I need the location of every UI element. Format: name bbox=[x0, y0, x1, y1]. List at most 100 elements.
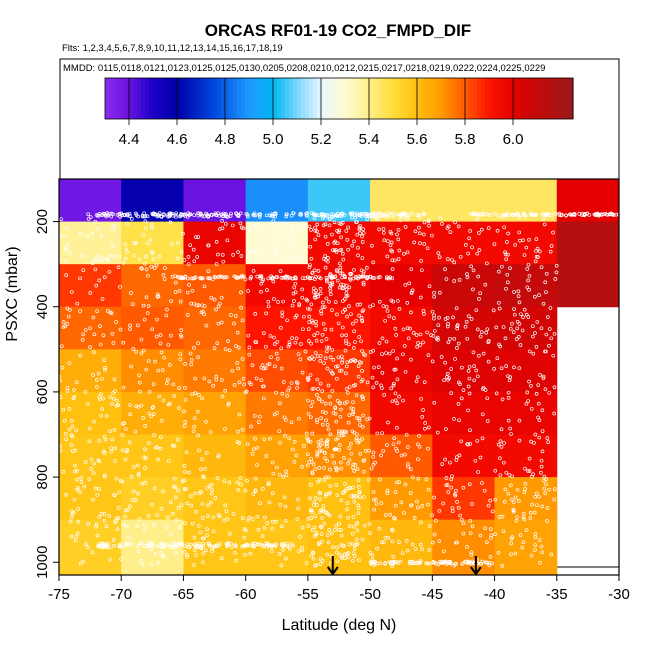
heatmap-cell bbox=[183, 477, 247, 521]
sample-point bbox=[315, 331, 320, 335]
sample-point bbox=[261, 277, 266, 282]
sample-point bbox=[185, 313, 190, 317]
sample-point bbox=[503, 252, 508, 257]
sample-point bbox=[477, 297, 481, 301]
sample-point bbox=[404, 213, 409, 218]
sample-point bbox=[335, 398, 340, 403]
sample-point bbox=[115, 527, 120, 532]
sample-point bbox=[114, 320, 118, 324]
sample-point bbox=[112, 493, 117, 497]
colorbar-segment bbox=[505, 78, 510, 119]
sample-point bbox=[101, 449, 106, 454]
sample-point bbox=[90, 550, 95, 555]
sample-point bbox=[281, 380, 286, 384]
sample-point bbox=[351, 276, 356, 281]
sample-point bbox=[321, 223, 326, 228]
sample-point bbox=[454, 488, 458, 493]
colorbar-segment bbox=[169, 78, 174, 119]
sample-point bbox=[264, 213, 269, 218]
sample-point bbox=[171, 511, 175, 516]
sample-point bbox=[218, 274, 223, 279]
heatmap-cells bbox=[59, 179, 620, 576]
sample-point bbox=[340, 360, 344, 365]
sample-point bbox=[92, 332, 97, 337]
heatmap-cell bbox=[556, 264, 620, 308]
sample-point bbox=[311, 286, 316, 291]
sample-point bbox=[552, 411, 557, 416]
sample-point bbox=[356, 364, 361, 368]
sample-point bbox=[346, 555, 351, 560]
sample-point bbox=[64, 226, 69, 231]
sample-point bbox=[448, 460, 452, 465]
sample-point bbox=[137, 380, 142, 385]
sample-point bbox=[415, 442, 420, 447]
sample-point bbox=[291, 447, 295, 452]
sample-point bbox=[337, 261, 342, 266]
sample-point bbox=[125, 448, 130, 452]
sample-point bbox=[277, 472, 282, 477]
sample-point bbox=[245, 214, 250, 219]
sample-point bbox=[212, 544, 216, 549]
sample-point bbox=[136, 405, 141, 409]
sample-point bbox=[479, 227, 484, 232]
sample-point bbox=[339, 533, 344, 538]
sample-point bbox=[346, 420, 351, 425]
sample-point bbox=[193, 376, 198, 381]
sample-point bbox=[408, 467, 413, 472]
sample-point bbox=[544, 482, 548, 487]
sample-point bbox=[518, 343, 523, 347]
sample-point bbox=[195, 255, 199, 259]
colorbar-tick-label: 4.6 bbox=[167, 131, 188, 148]
sample-point bbox=[278, 401, 282, 406]
sample-point bbox=[174, 214, 178, 219]
sample-point bbox=[265, 541, 270, 546]
sample-point bbox=[379, 453, 383, 458]
sample-point bbox=[359, 379, 364, 384]
colorbar-segment bbox=[129, 78, 134, 119]
sample-point bbox=[485, 561, 489, 565]
sample-point bbox=[158, 333, 163, 337]
sample-point bbox=[421, 408, 425, 412]
sample-point bbox=[293, 281, 298, 286]
sample-point bbox=[204, 323, 209, 328]
sample-point bbox=[192, 213, 197, 217]
sample-point bbox=[427, 561, 432, 566]
sample-point bbox=[211, 515, 216, 520]
sample-point bbox=[149, 542, 154, 547]
sample-point bbox=[456, 505, 461, 510]
sample-point bbox=[422, 242, 427, 246]
sample-point bbox=[352, 383, 356, 388]
sample-point bbox=[141, 348, 146, 353]
sample-point bbox=[81, 332, 86, 337]
sample-point bbox=[254, 376, 259, 381]
sample-point bbox=[152, 266, 157, 270]
sample-point bbox=[488, 498, 493, 503]
heatmap-cell bbox=[59, 349, 122, 393]
sample-point bbox=[477, 248, 482, 252]
colorbar-tick-label: 5.0 bbox=[263, 131, 284, 148]
colorbar-segment bbox=[569, 78, 574, 119]
sample-point bbox=[235, 360, 240, 365]
sample-point bbox=[281, 258, 285, 262]
sample-point bbox=[119, 557, 123, 561]
sample-point bbox=[513, 551, 518, 556]
sample-point bbox=[280, 391, 285, 396]
sample-point bbox=[234, 212, 239, 217]
sample-point bbox=[121, 385, 126, 390]
sample-point bbox=[525, 285, 530, 290]
sample-point bbox=[108, 254, 112, 258]
colorbar-segment bbox=[213, 78, 218, 119]
sample-point bbox=[159, 550, 163, 555]
sample-point bbox=[129, 291, 133, 295]
sample-point bbox=[191, 429, 196, 434]
sample-point bbox=[187, 282, 191, 287]
sample-point bbox=[101, 545, 106, 550]
sample-point bbox=[232, 321, 236, 326]
sample-point bbox=[415, 344, 420, 349]
sample-point bbox=[346, 247, 350, 252]
sample-point bbox=[213, 544, 218, 548]
sample-point bbox=[443, 267, 447, 272]
sample-point bbox=[329, 369, 333, 374]
sample-point bbox=[541, 301, 546, 306]
sample-point bbox=[251, 492, 256, 496]
